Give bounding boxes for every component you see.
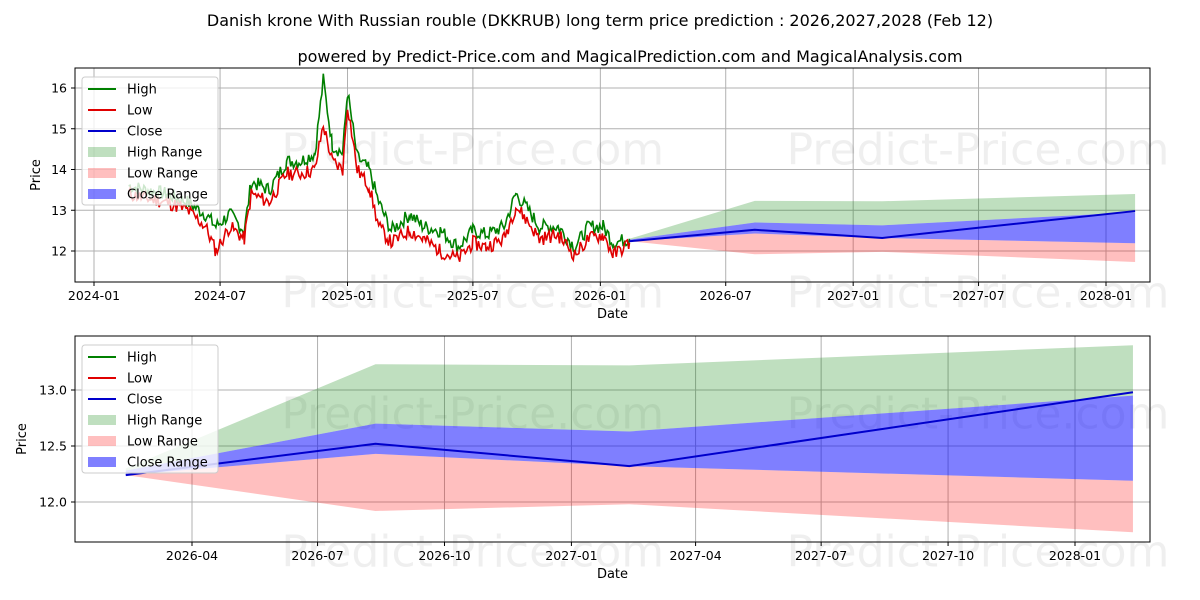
close-range-area [125, 395, 1133, 481]
y-tick-label: 12.5 [39, 439, 67, 454]
x-tick-label: 2027-07 [952, 288, 1004, 303]
y-tick-label: 13.0 [39, 383, 67, 398]
y-tick-label: 12 [51, 244, 67, 259]
y-tick-label: 16 [51, 81, 67, 96]
legend-label: Low [127, 104, 153, 119]
legend-label: High [127, 351, 157, 366]
x-axis-label: Date [597, 307, 628, 322]
high-range-area [125, 345, 1133, 471]
high-line [128, 73, 631, 255]
legend-swatch [88, 168, 116, 178]
x-tick-label: 2026-10 [418, 548, 470, 563]
close-line [125, 391, 1134, 477]
y-tick-label: 15 [51, 121, 67, 136]
x-tick-label: 2027-01 [827, 288, 879, 303]
x-tick-label: 2025-01 [321, 288, 373, 303]
x-tick-label: 2027-10 [922, 548, 974, 563]
x-tick-label: 2028-01 [1080, 288, 1132, 303]
legend-label: Close [127, 125, 162, 140]
watermark: Predict-Price.com [787, 268, 1170, 319]
legend-swatch [88, 415, 116, 425]
legend-label: High Range [127, 414, 202, 429]
legend-swatch [88, 457, 116, 467]
close-range-area [629, 212, 1136, 244]
x-tick-label: 2024-01 [68, 288, 120, 303]
y-tick-label: 14 [51, 162, 67, 177]
legend-label: Low Range [127, 167, 198, 182]
legend-swatch [88, 189, 116, 199]
axes-frame [74, 67, 1151, 283]
y-tick-label: 12.0 [39, 495, 67, 510]
legend-label: Close Range [127, 188, 208, 203]
high-range-area [629, 193, 1136, 240]
legend-label: High [127, 83, 157, 98]
y-axis-label: Price [29, 159, 44, 191]
legend-label: Low [127, 372, 153, 387]
x-axis-label: Date [597, 567, 628, 582]
x-tick-label: 2026-04 [166, 548, 218, 563]
watermark: Predict-Price.com [787, 527, 1170, 578]
close-line [629, 210, 1136, 243]
low-range-area [629, 233, 1136, 263]
top-panel: 2024-01 2024-07 2025-01 2025-07 2026-01 2026-… [29, 67, 1170, 322]
legend-swatch [88, 436, 116, 446]
chart-title: Danish krone With Russian rouble (DKKRUB… [207, 11, 993, 30]
x-tick-label: 2025-07 [447, 288, 499, 303]
axes-frame [74, 335, 1151, 543]
low-line [127, 109, 631, 263]
x-tick-label: 2026-01 [574, 288, 626, 303]
y-axis-label: Price [15, 423, 30, 455]
x-tick-label: 2026-07 [291, 548, 343, 563]
watermark: Predict-Price.com [281, 268, 664, 319]
x-tick-label: 2026-07 [700, 288, 752, 303]
legend-label: Low Range [127, 435, 198, 450]
legend-swatch [88, 147, 116, 157]
x-tick-label: 2024-07 [194, 288, 246, 303]
x-tick-label: 2028-01 [1049, 548, 1101, 563]
plot-area [125, 345, 1134, 533]
watermark: Predict-Price.com [787, 124, 1170, 175]
plot-area [127, 73, 1136, 263]
watermark: Predict-Price.com [281, 527, 664, 578]
legend-label: Close [127, 393, 162, 408]
chart-subtitle: powered by Predict-Price.com and Magical… [297, 47, 962, 66]
x-tick-label: 2027-01 [545, 548, 597, 563]
x-tick-label: 2027-07 [795, 548, 847, 563]
legend-label: High Range [127, 146, 202, 161]
y-tick-label: 13 [51, 203, 67, 218]
bottom-panel: 2026-04 2026-07 2026-10 2027-01 2027-04 2027-… [15, 335, 1170, 582]
x-tick-label: 2027-04 [669, 548, 721, 563]
legend-label: Close Range [127, 456, 208, 471]
